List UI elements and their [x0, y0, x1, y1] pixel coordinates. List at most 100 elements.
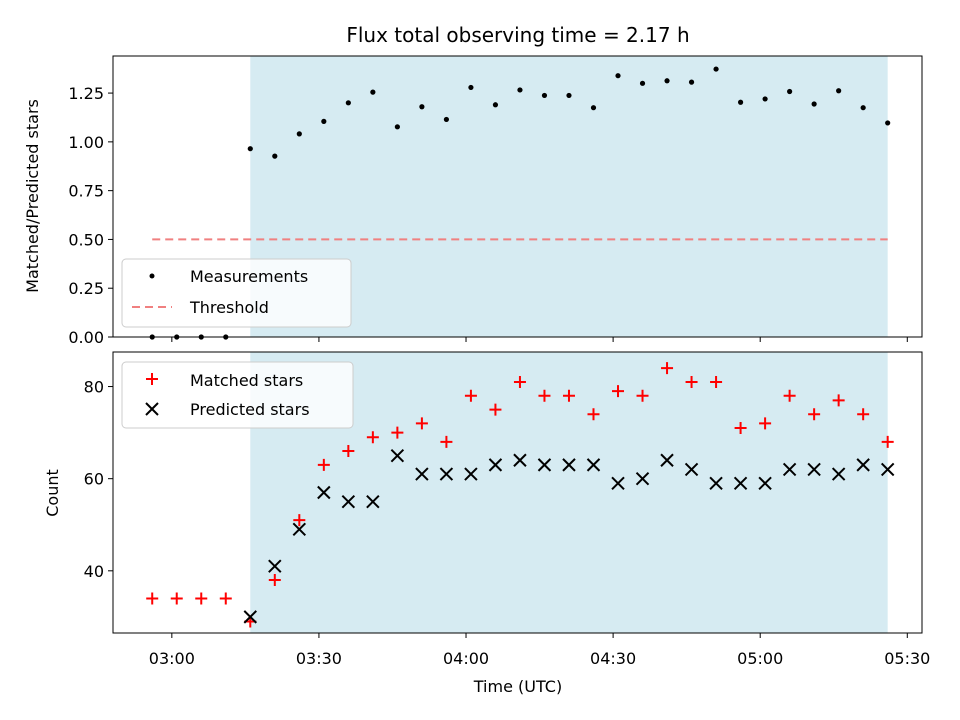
matched-star-point: [661, 362, 674, 375]
measurement-point: [811, 101, 817, 107]
x-tick-label: 05:00: [737, 649, 783, 668]
y-tick-label: 40: [84, 562, 104, 581]
predicted-star-point: [880, 462, 895, 477]
matched-star-point: [219, 592, 232, 605]
predicted-star-point: [856, 458, 870, 472]
matched-star-point: [734, 422, 747, 435]
matched-star-point: [783, 389, 796, 402]
measurement-point: [468, 84, 474, 91]
x-tick-label: 05:30: [884, 649, 930, 668]
measurement-point: [296, 131, 302, 137]
y-tick-label: 1.00: [68, 133, 104, 152]
predicted-star-point: [758, 476, 772, 490]
legend-label-threshold: Threshold: [189, 298, 269, 317]
predicted-star-point: [831, 467, 846, 481]
measurement-point: [713, 66, 719, 72]
matched-star-point: [146, 592, 159, 605]
observing-interval-shade: [250, 56, 888, 337]
measurement-point: [664, 78, 670, 84]
predicted-star-point: [439, 467, 454, 481]
matched-stars-points: [146, 362, 894, 628]
predicted-star-point: [513, 453, 527, 467]
predicted-star-point: [268, 559, 282, 573]
matched-star-point: [857, 408, 870, 421]
matched-star-point: [415, 417, 428, 430]
x-tick-label: 04:30: [590, 649, 636, 668]
legend-marker-matched: [146, 373, 158, 385]
matched-star-point: [538, 389, 551, 402]
measurement-point: [787, 88, 793, 95]
matched-star-point: [293, 514, 306, 527]
measurement-point: [688, 79, 695, 85]
x-tick-label: 03:00: [149, 649, 195, 668]
predicted-star-point: [488, 458, 503, 472]
measurement-point: [394, 124, 400, 130]
measurement-point: [272, 153, 278, 159]
y-tick-label: 0.00: [68, 328, 104, 347]
measurement-point: [370, 89, 376, 95]
measurement-point: [762, 96, 768, 102]
matched-star-point: [759, 417, 772, 430]
legend-marker-predicted: [145, 402, 159, 416]
measurement-point: [566, 92, 572, 99]
measurement-point: [737, 99, 744, 105]
y-tick-label: 0.25: [68, 279, 104, 298]
matched-star-point: [612, 385, 625, 398]
y-tick-label: 0.50: [68, 230, 104, 249]
bottom-legend: Matched stars Predicted stars: [121, 361, 354, 429]
predicted-star-point: [684, 462, 699, 477]
top-legend-box: [121, 258, 352, 328]
matched-star-point: [562, 389, 575, 402]
measurement-point: [419, 104, 425, 110]
legend-marker-measurements: [149, 273, 155, 279]
measurement-point: [885, 120, 891, 126]
chart-title: Flux total observing time = 2.17 h: [346, 23, 689, 47]
predicted-star-point: [317, 485, 331, 500]
legend-label-predicted: Predicted stars: [190, 400, 310, 419]
x-tick-label: 04:00: [443, 649, 489, 668]
measurement-point: [321, 118, 327, 124]
matched-star-point: [342, 445, 355, 458]
bottom-x-ticks: 03:00 03:30 04:00 04:30 05:00 05:30: [149, 633, 930, 668]
predicted-star-point: [366, 495, 380, 509]
predicted-star-point: [464, 467, 478, 481]
predicted-star-point: [390, 448, 405, 463]
y-tick-label: 0.75: [68, 182, 104, 201]
matched-star-point: [513, 375, 526, 388]
matched-star-point: [881, 435, 894, 448]
predicted-star-point: [586, 458, 601, 472]
bottom-panel: 40 60 80 03:00 03:30 04:00 04:30 05:00 05:30 Co…: [43, 351, 930, 696]
measurement-point: [247, 146, 253, 152]
y-tick-label: 80: [84, 378, 104, 397]
bottom-y-axis-label: Count: [43, 469, 62, 517]
predicted-star-point: [562, 458, 576, 472]
matched-star-point: [685, 375, 698, 388]
predicted-star-point: [733, 476, 748, 490]
legend-label-measurements: Measurements: [190, 267, 308, 286]
top-legend: Measurements Threshold: [121, 258, 352, 328]
measurement-point: [517, 87, 523, 93]
matched-star-point: [710, 375, 723, 388]
legend-label-matched: Matched stars: [190, 371, 303, 390]
measurement-point: [492, 102, 499, 108]
matched-star-point: [170, 592, 183, 605]
top-axes-frame: [112, 55, 923, 338]
predicted-star-point: [709, 476, 723, 490]
measurement-points: [149, 66, 891, 340]
x-axis-label: Time (UTC): [473, 677, 562, 696]
matched-star-point: [440, 435, 453, 448]
matched-star-point: [317, 458, 330, 471]
predicted-star-point: [415, 467, 429, 481]
y-tick-label: 60: [84, 470, 104, 489]
bottom-y-ticks: 40 60 80: [84, 378, 113, 581]
matched-star-point: [808, 408, 821, 421]
predicted-star-point: [341, 495, 356, 509]
predicted-star-point: [292, 522, 307, 537]
predicted-star-point: [782, 462, 797, 477]
bottom-legend-box: [121, 361, 354, 429]
y-tick-label: 1.25: [68, 84, 104, 103]
matched-star-point: [489, 403, 502, 416]
bottom-axes-frame: [112, 351, 923, 634]
predicted-star-point: [807, 462, 821, 477]
